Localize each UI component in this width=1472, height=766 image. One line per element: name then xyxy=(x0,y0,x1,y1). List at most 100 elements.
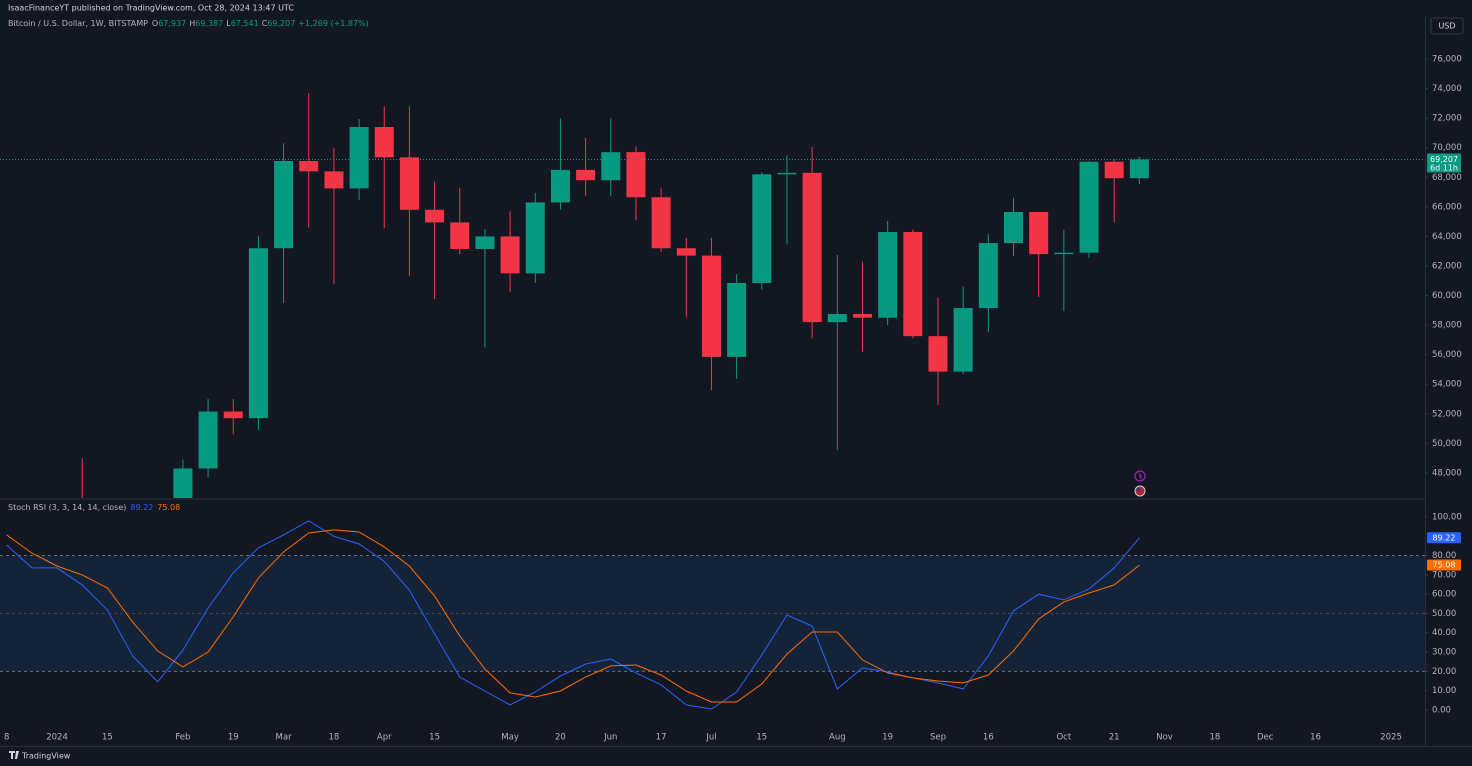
oscillator-pane xyxy=(0,520,1425,710)
x-tick-label: Jun xyxy=(603,733,617,743)
legend-value: 69,207 xyxy=(267,19,295,28)
x-tick-label: 15 xyxy=(756,733,767,743)
y-tick-label: 76,000 xyxy=(1432,55,1462,65)
publish-header: IsaacFinanceYT published on TradingView.… xyxy=(8,4,294,13)
candle-body xyxy=(500,236,520,274)
legend-key: L xyxy=(226,19,231,28)
y-tick-label: 54,000 xyxy=(1432,380,1462,390)
legend-change: +1,269 (+1.87%) xyxy=(298,19,369,28)
candle-body xyxy=(475,236,495,249)
y-tick-label: 0.00 xyxy=(1432,705,1451,715)
stoch-line xyxy=(6,520,1140,710)
y-tick-label: 64,000 xyxy=(1432,232,1462,242)
x-tick-label: Nov xyxy=(1156,733,1173,743)
x-tick-label: 18 xyxy=(1209,733,1220,743)
stoch-line xyxy=(6,529,1140,703)
countdown-label: 6d 11h xyxy=(1430,163,1458,172)
y-tick-label: 74,000 xyxy=(1432,84,1462,94)
currency-button[interactable] xyxy=(1430,17,1464,35)
last-price-box xyxy=(1427,153,1461,173)
candle-body xyxy=(903,231,923,337)
candle-body xyxy=(878,231,898,318)
y-tick-label: 48,000 xyxy=(1432,468,1462,478)
legend-value: 75.08 xyxy=(157,503,180,512)
candle-body xyxy=(550,169,570,203)
x-tick-label: 16 xyxy=(1310,733,1321,743)
candle-body xyxy=(651,197,671,249)
candle-body xyxy=(425,209,445,223)
x-tick-label: 2025 xyxy=(1380,733,1402,743)
y-tick-label: 56,000 xyxy=(1432,350,1462,360)
candle-body xyxy=(173,468,193,498)
x-tick-label: 20 xyxy=(555,733,566,743)
candle-body xyxy=(852,313,872,318)
x-tick-label: Dec xyxy=(1257,733,1274,743)
candle-body xyxy=(1104,161,1124,179)
x-tick-label: 15 xyxy=(102,733,113,743)
x-tick-label: 16 xyxy=(983,733,994,743)
candle-body xyxy=(248,248,268,419)
y-tick-label: 50.00 xyxy=(1432,609,1456,619)
x-tick-label: 19 xyxy=(228,733,239,743)
x-tick-label: Apr xyxy=(377,733,392,743)
value-box xyxy=(1427,559,1461,571)
legend-value: 67,541 xyxy=(231,19,259,28)
y-tick-label: 20.00 xyxy=(1432,667,1456,677)
flag-icon-canton xyxy=(1136,488,1140,491)
legend-value: 69,387 xyxy=(195,19,223,28)
legend-title: Stoch RSI (3, 3, 14, 14, close) xyxy=(8,503,126,512)
candle-body xyxy=(1054,252,1074,255)
x-tick-label: Mar xyxy=(276,733,293,743)
legend-title: Bitcoin / U.S. Dollar, 1W, BITSTAMP xyxy=(8,19,148,28)
y-tick-label: 100.00 xyxy=(1432,512,1462,522)
x-tick-label: 8 xyxy=(4,733,9,743)
candle-body xyxy=(576,169,596,181)
candle-body xyxy=(752,174,772,283)
candle-body xyxy=(450,222,470,249)
candle-body xyxy=(626,152,646,198)
y-tick-label: 10.00 xyxy=(1432,686,1456,696)
candle-body xyxy=(727,282,747,357)
y-tick-label: 72,000 xyxy=(1432,114,1462,124)
x-tick-label: Jul xyxy=(705,733,716,743)
y-tick-label: 70,000 xyxy=(1432,143,1462,153)
candle-body xyxy=(399,157,419,210)
currency-label[interactable]: USD xyxy=(1438,22,1455,31)
x-tick-label: Feb xyxy=(175,733,190,743)
price-legend: Bitcoin / U.S. Dollar, 1W, BITSTAMP O67,9… xyxy=(8,19,369,28)
x-tick-label: Aug xyxy=(829,733,846,743)
value-label: 89.22 xyxy=(1433,533,1456,542)
candle-body xyxy=(601,152,621,181)
x-tick-label: 19 xyxy=(882,733,893,743)
y-tick-label: 70.00 xyxy=(1432,570,1456,580)
candle-body xyxy=(274,161,294,249)
y-tick-label: 66,000 xyxy=(1432,202,1462,212)
legend-value: 89.22 xyxy=(130,503,153,512)
candle-body xyxy=(525,202,545,274)
brand-logo xyxy=(9,751,19,759)
y-tick-label: 58,000 xyxy=(1432,321,1462,331)
candle-body xyxy=(701,255,721,357)
x-tick-label: 18 xyxy=(328,733,339,743)
x-tick-label: 2024 xyxy=(46,733,68,743)
legend-key: O xyxy=(152,19,158,28)
event-icon-bolt xyxy=(1138,472,1143,480)
price-pane xyxy=(0,93,1425,498)
y-tick-label: 60,000 xyxy=(1432,291,1462,301)
candle-body xyxy=(1029,212,1049,255)
y-tick-label: 68,000 xyxy=(1432,173,1462,183)
legend-value: 67,937 xyxy=(158,19,186,28)
y-tick-label: 62,000 xyxy=(1432,261,1462,271)
x-tick-label: May xyxy=(501,733,519,743)
band-fill xyxy=(0,555,1425,672)
y-tick-label: 30.00 xyxy=(1432,648,1456,658)
candle-body xyxy=(928,336,948,372)
brand-name: TradingView xyxy=(21,752,71,761)
last-price-label: 69,207 xyxy=(1430,155,1458,164)
candle-body xyxy=(978,243,998,309)
candle-body xyxy=(223,411,243,419)
candle-body xyxy=(198,411,218,469)
